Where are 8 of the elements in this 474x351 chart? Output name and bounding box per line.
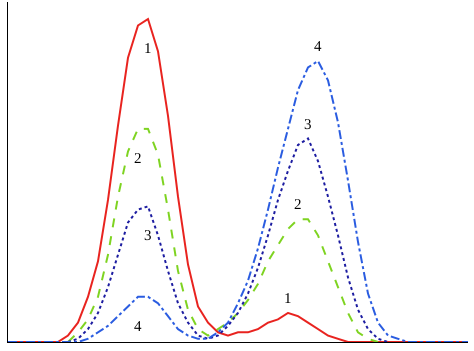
series-label: 3 [144,228,152,244]
text: 2 [294,197,302,213]
text: 4 [134,319,142,335]
text: 1 [284,291,292,307]
series-label: 2 [134,151,142,167]
series-label: 4 [314,39,322,55]
text: 3 [304,117,312,133]
series-label: 1 [144,41,152,57]
